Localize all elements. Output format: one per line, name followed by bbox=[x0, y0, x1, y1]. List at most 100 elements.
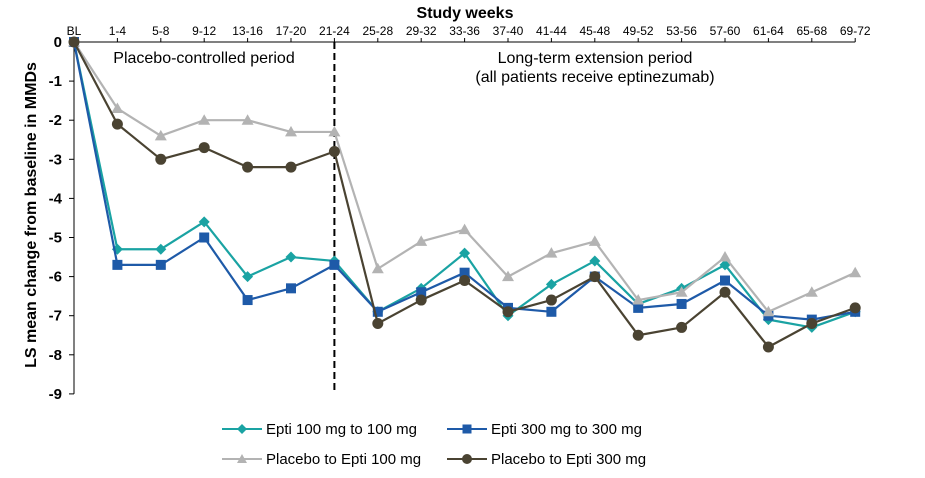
x-tick-label: 9-12 bbox=[192, 24, 216, 38]
data-point bbox=[112, 259, 123, 270]
period-label: Placebo-controlled period bbox=[113, 50, 294, 67]
data-point bbox=[762, 305, 775, 317]
y-tick-label: -1 bbox=[49, 73, 62, 90]
period-label: (all patients receive eptinezumab) bbox=[475, 69, 714, 86]
x-tick-label: BL bbox=[67, 24, 82, 38]
y-tick-label: -8 bbox=[49, 347, 62, 364]
data-point bbox=[849, 302, 861, 314]
y-tick-label: 0 bbox=[54, 34, 62, 51]
y-axis-title: LS mean change from baseline in MMDs bbox=[23, 62, 40, 368]
data-point bbox=[415, 294, 427, 306]
data-point bbox=[632, 329, 644, 341]
series-diamond bbox=[68, 36, 861, 333]
period-label: Long-term extension period bbox=[498, 50, 693, 67]
y-tick-label: -7 bbox=[49, 308, 62, 325]
data-point bbox=[285, 125, 297, 137]
x-tick-label: 41-44 bbox=[536, 24, 567, 38]
legend-item: Epti 300 mg to 300 mg bbox=[447, 417, 642, 441]
data-point bbox=[242, 161, 254, 173]
legend-swatch bbox=[222, 424, 262, 434]
data-point bbox=[675, 286, 688, 297]
data-point bbox=[589, 271, 601, 283]
x-tick-label: 49-52 bbox=[623, 24, 654, 38]
data-point bbox=[719, 251, 731, 262]
legend-item: Placebo to Epti 100 mg bbox=[222, 447, 421, 471]
x-tick-label: 29-32 bbox=[406, 24, 437, 38]
data-point bbox=[545, 294, 557, 306]
data-point bbox=[371, 262, 384, 274]
x-tick-label: 45-48 bbox=[579, 24, 610, 38]
data-point bbox=[329, 259, 340, 270]
x-tick-label: 57-60 bbox=[710, 24, 741, 38]
x-axis-title: Study weeks bbox=[417, 5, 514, 22]
x-tick-label: 33-36 bbox=[449, 24, 480, 38]
data-point bbox=[762, 341, 774, 353]
legend-label: Placebo to Epti 300 mg bbox=[491, 450, 647, 468]
data-point bbox=[459, 267, 470, 278]
data-point bbox=[242, 295, 253, 306]
x-tick-label: 65-68 bbox=[796, 24, 827, 38]
data-point bbox=[676, 298, 687, 309]
data-point bbox=[458, 223, 471, 235]
data-point bbox=[242, 271, 254, 283]
series-triangle bbox=[68, 36, 862, 317]
data-point bbox=[720, 275, 730, 286]
data-point bbox=[285, 161, 297, 173]
x-tick-label: 5-8 bbox=[152, 24, 170, 38]
data-point bbox=[416, 287, 427, 298]
legend-label: Epti 300 mg to 300 mg bbox=[491, 420, 642, 438]
data-point bbox=[372, 318, 384, 330]
data-point bbox=[285, 251, 297, 263]
data-point bbox=[546, 306, 557, 317]
y-tick-label: -3 bbox=[49, 151, 62, 168]
y-tick-label: -4 bbox=[49, 190, 63, 207]
x-tick-label: 37-40 bbox=[493, 24, 524, 38]
data-point bbox=[155, 243, 167, 255]
period-annotations: Placebo-controlled period Long-term exten… bbox=[113, 50, 714, 86]
x-tick-label: 61-64 bbox=[753, 24, 784, 38]
data-point bbox=[286, 283, 296, 294]
series-circle bbox=[68, 36, 861, 353]
data-point bbox=[241, 114, 254, 125]
x-tick-label: 53-56 bbox=[666, 24, 697, 38]
data-point bbox=[633, 302, 644, 313]
data-point bbox=[111, 118, 123, 130]
data-point bbox=[459, 247, 471, 259]
data-point bbox=[155, 153, 167, 165]
data-point bbox=[154, 129, 167, 141]
x-tick-label: 25-28 bbox=[362, 24, 393, 38]
legend-label: Placebo to Epti 100 mg bbox=[266, 450, 422, 468]
data-point bbox=[198, 142, 210, 154]
legend-item: Placebo to Epti 300 mg bbox=[447, 447, 646, 471]
data-point bbox=[199, 232, 210, 243]
data-point bbox=[155, 259, 166, 270]
x-tick-label: 1-4 bbox=[109, 24, 127, 38]
axes: 0 -1 -2 -3 -4 -5 -6 -7 -8 -9 BL 1-4 5-8 9-12 13-16 17-2… bbox=[49, 24, 871, 403]
y-tick-label: -2 bbox=[49, 112, 62, 129]
data-point bbox=[806, 318, 818, 330]
data-point bbox=[502, 306, 514, 318]
data-point bbox=[502, 270, 514, 282]
data-point bbox=[198, 216, 210, 228]
data-point bbox=[545, 278, 557, 290]
data-point bbox=[805, 286, 818, 297]
data-point bbox=[632, 294, 645, 305]
x-tick-label: 13-16 bbox=[232, 24, 263, 38]
data-point bbox=[589, 255, 601, 267]
data-point bbox=[328, 145, 340, 157]
data-point bbox=[719, 286, 731, 298]
y-tick-label: -6 bbox=[49, 269, 62, 286]
data-point bbox=[588, 235, 601, 246]
data-point bbox=[459, 275, 471, 287]
legend-item: Epti 100 mg to 100 mg bbox=[222, 417, 417, 441]
x-tick-label: 21-24 bbox=[319, 24, 350, 38]
data-point bbox=[111, 102, 124, 113]
x-tick-label: 69-72 bbox=[840, 24, 871, 38]
data-point bbox=[545, 247, 558, 258]
series-layer bbox=[68, 36, 862, 353]
data-point bbox=[676, 321, 688, 333]
data-point bbox=[415, 235, 428, 246]
series-line bbox=[73, 41, 856, 349]
legend-swatch bbox=[222, 454, 262, 463]
